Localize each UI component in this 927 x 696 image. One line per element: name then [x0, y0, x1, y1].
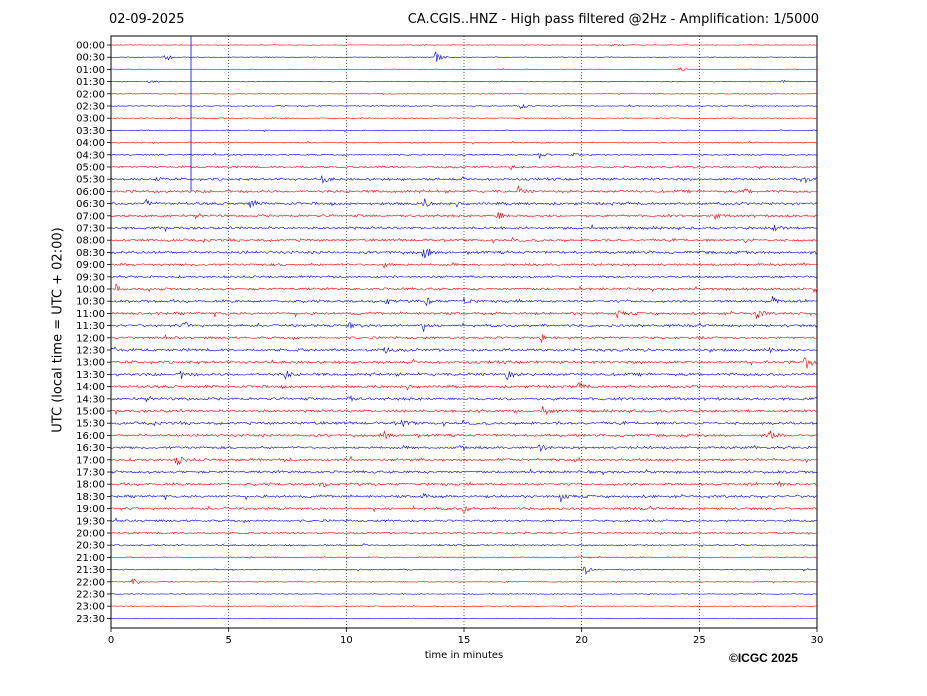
y-tick-label: 09:00	[76, 260, 105, 271]
y-tick-label: 03:00	[76, 114, 105, 125]
y-tick-label: 11:00	[76, 309, 105, 320]
y-tick-label: 10:00	[76, 285, 105, 296]
y-tick-label: 06:00	[76, 187, 105, 198]
trace-0400	[110, 140, 818, 145]
y-tick-label: 23:00	[76, 602, 105, 613]
y-tick-label: 10:30	[76, 297, 105, 308]
y-tick-label: 16:00	[76, 431, 105, 442]
trace-1930	[110, 517, 818, 524]
y-tick-label: 21:00	[76, 553, 105, 564]
x-tick-label: 25	[693, 635, 706, 646]
x-tick-label: 0	[108, 635, 114, 646]
trace-1230	[110, 346, 818, 354]
trace-1300	[110, 357, 818, 369]
y-tick-label: 02:30	[76, 102, 105, 113]
y-tick-label: 20:00	[76, 529, 105, 540]
y-tick-label: 05:00	[76, 163, 105, 174]
chart-date: 02-09-2025	[109, 12, 185, 27]
y-tick-label: 00:00	[76, 41, 105, 52]
y-tick-label: 15:00	[76, 407, 105, 418]
trace-0530	[110, 175, 818, 185]
y-tick-label: 07:30	[76, 224, 105, 235]
y-tick-label: 01:00	[76, 65, 105, 76]
y-tick-label: 22:00	[76, 577, 105, 588]
x-tick-label: 10	[340, 635, 353, 646]
plot-frame	[110, 35, 818, 629]
trace-0300	[110, 116, 818, 120]
y-tick-label: 23:30	[76, 614, 105, 625]
y-tick-label: 14:00	[76, 382, 105, 393]
trace-2130	[111, 566, 818, 576]
y-tick-label: 20:30	[76, 541, 105, 552]
y-tick-label: 14:30	[76, 394, 105, 405]
y-tick-label: 19:00	[76, 504, 105, 515]
trace-0330	[110, 129, 818, 133]
y-tick-label: 08:00	[76, 236, 105, 247]
y-tick-label: 16:30	[76, 443, 105, 454]
y-tick-label: 00:30	[76, 53, 105, 64]
trace-1100	[110, 310, 818, 319]
y-tick-label: 22:30	[76, 590, 105, 601]
y-tick-label: 17:00	[76, 455, 105, 466]
trace-2030	[111, 543, 818, 548]
trace-2000	[110, 531, 818, 536]
chart-title: CA.CGIS..HNZ - High pass filtered @2Hz -…	[407, 12, 819, 27]
trace-0600	[111, 185, 818, 194]
x-tick-label: 30	[811, 635, 824, 646]
trace-0430	[111, 152, 818, 159]
y-tick-label: 13:00	[76, 358, 105, 369]
y-tick-label: 12:00	[76, 333, 105, 344]
y-tick-label: 15:30	[76, 419, 105, 430]
trace-0700	[110, 212, 818, 221]
x-tick-label: 5	[225, 635, 231, 646]
y-tick-label: 13:30	[76, 370, 105, 381]
y-tick-label: 07:00	[76, 211, 105, 222]
y-tick-label: 18:30	[76, 492, 105, 503]
y-tick-label: 11:30	[76, 321, 105, 332]
x-tick-label: 15	[458, 635, 471, 646]
y-tick-label: 21:30	[76, 565, 105, 576]
y-tick-label: 04:30	[76, 150, 105, 161]
y-tick-label: 18:00	[76, 480, 105, 491]
y-tick-label: 04:00	[76, 138, 105, 149]
y-tick-label: 19:30	[76, 516, 105, 527]
y-tick-label: 17:30	[76, 468, 105, 479]
y-tick-label: 02:00	[76, 89, 105, 100]
y-axis-label: UTC (local time = UTC + 02:00)	[50, 227, 66, 433]
y-tick-label: 05:30	[76, 175, 105, 186]
trace-1200	[110, 333, 818, 343]
y-tick-label: 08:30	[76, 248, 105, 259]
y-tick-label: 06:30	[76, 199, 105, 210]
trace-2230	[110, 592, 818, 596]
x-tick-label: 20	[575, 635, 588, 646]
y-tick-label: 09:30	[76, 272, 105, 283]
trace-1330	[110, 370, 818, 381]
y-tick-label: 12:30	[76, 346, 105, 357]
trace-0500	[110, 165, 818, 171]
x-axis-label: time in minutes	[424, 650, 504, 661]
y-tick-label: 01:30	[76, 77, 105, 88]
y-tick-label: 03:30	[76, 126, 105, 137]
copyright-notice: ©ICGC 2025	[729, 651, 798, 665]
